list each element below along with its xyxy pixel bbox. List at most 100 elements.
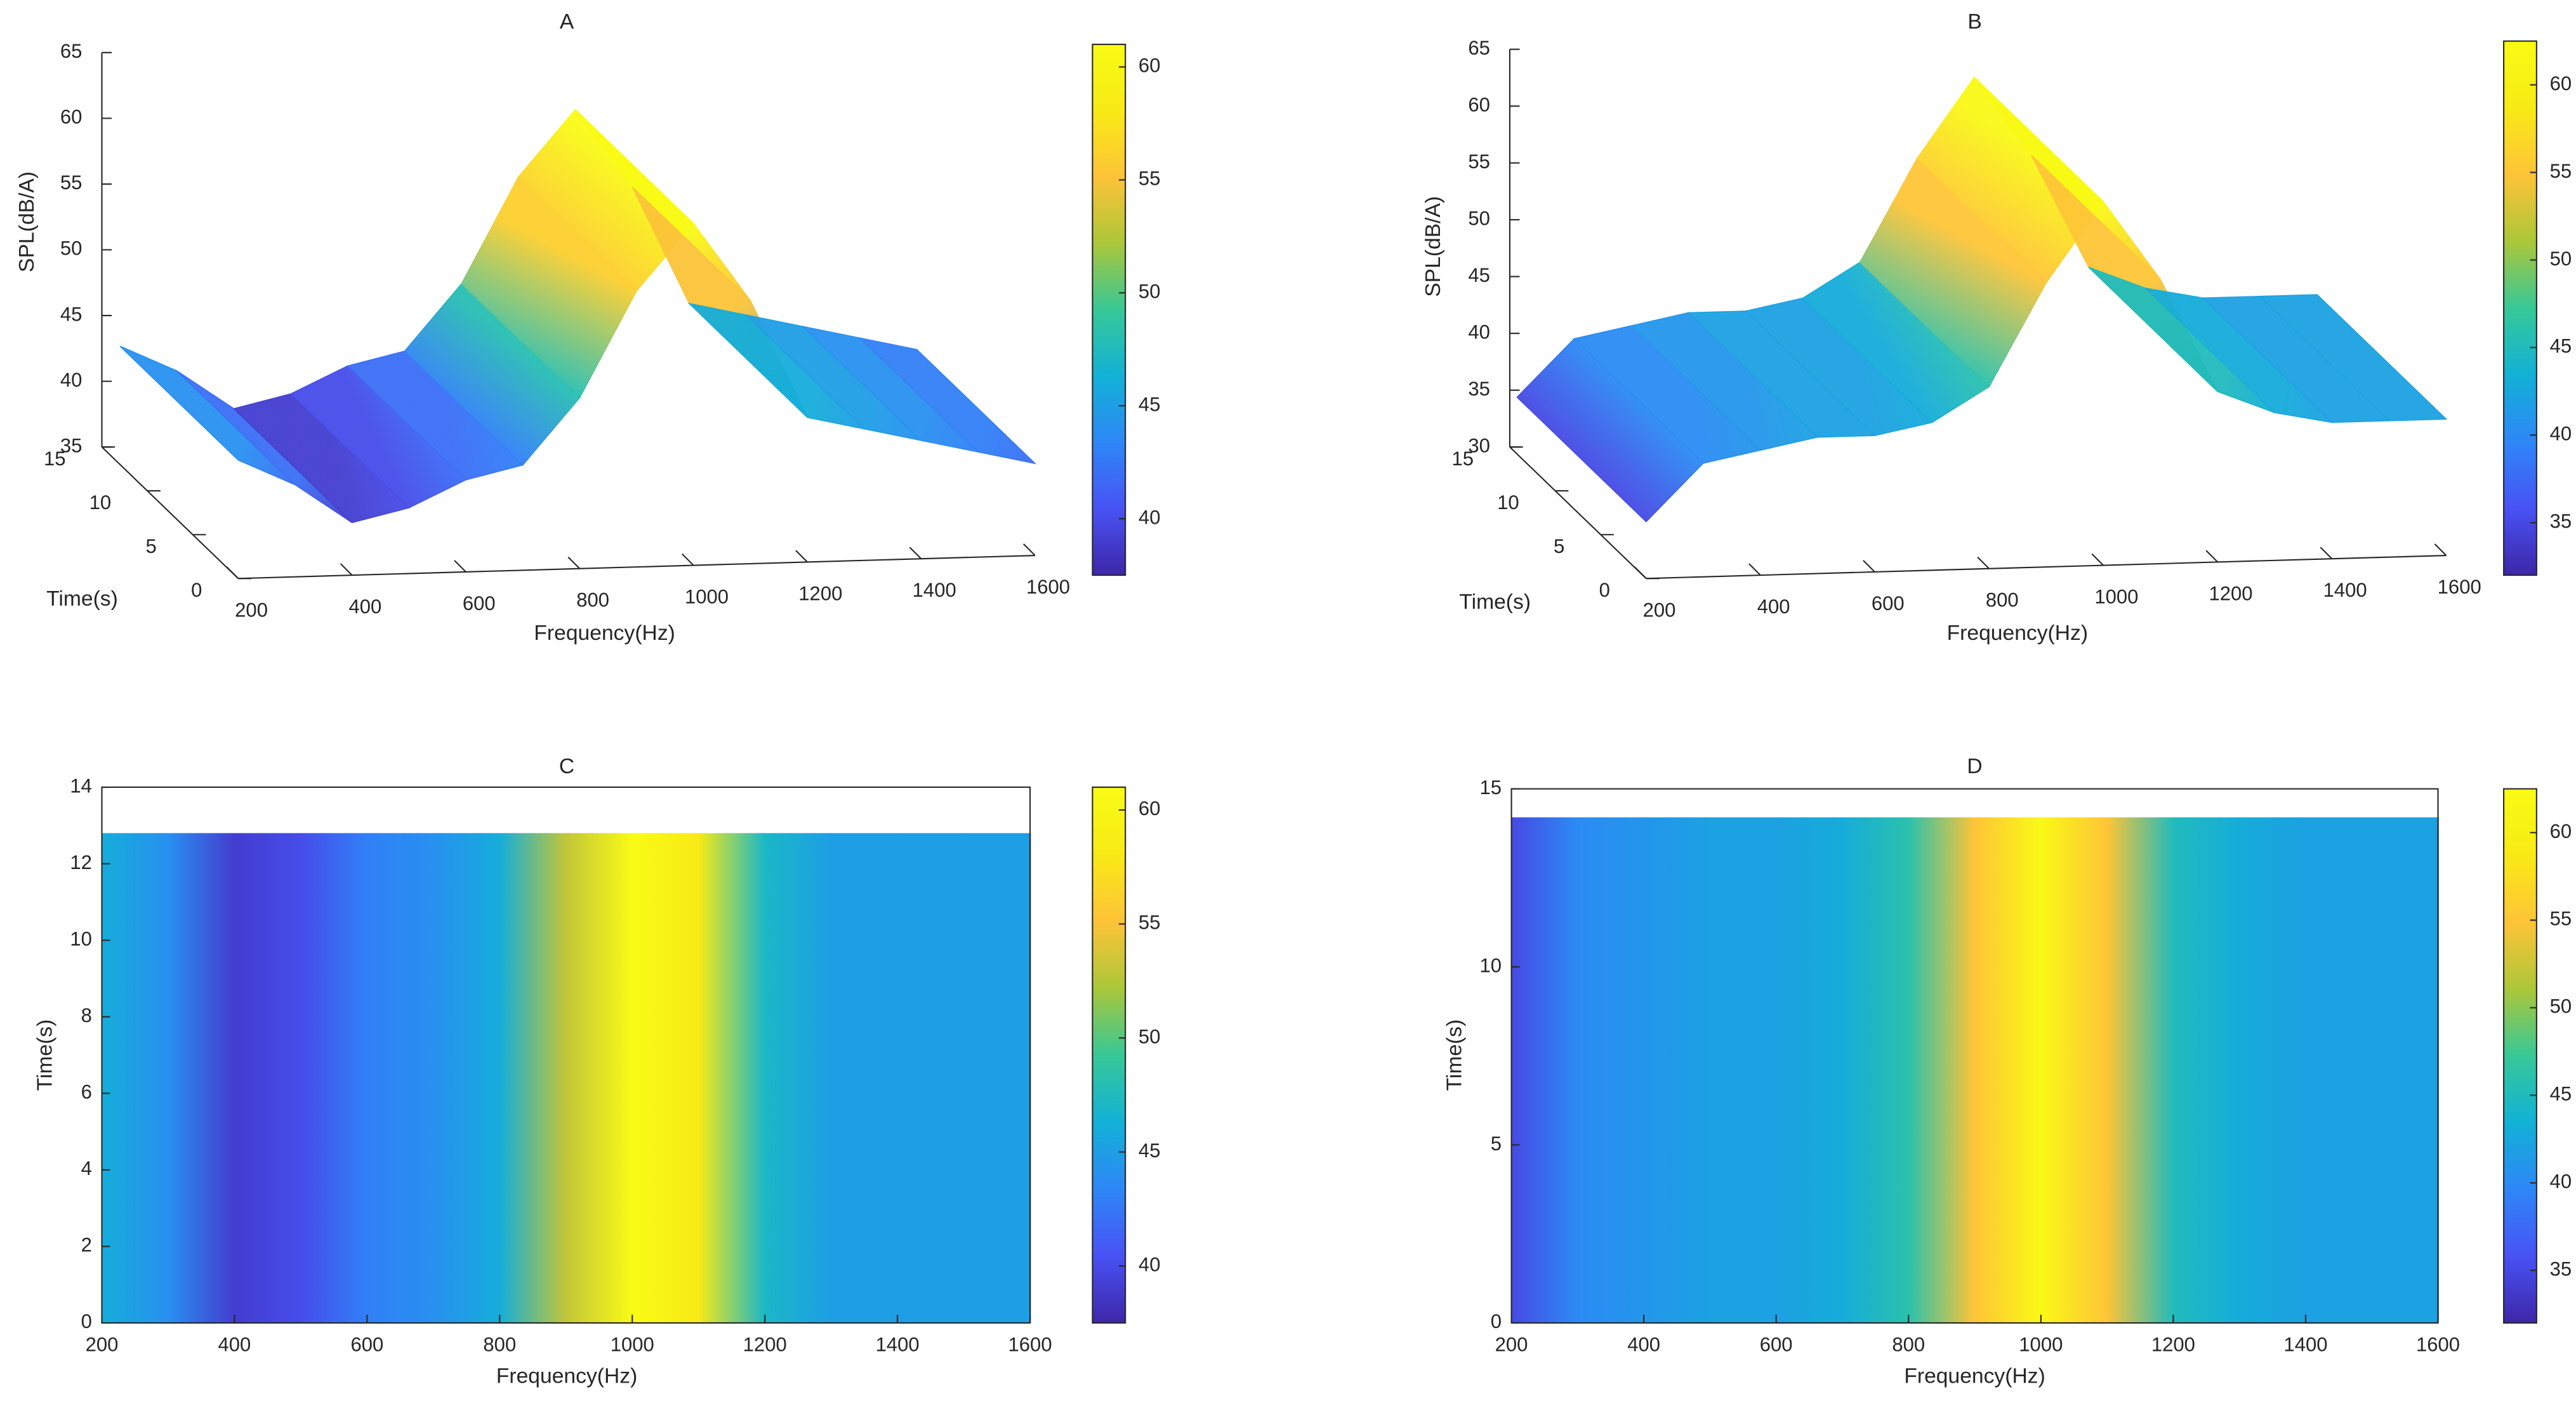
x-tick [1634,566,1647,580]
x-tick-label: 1400 [876,1333,920,1355]
x-tick [681,553,694,566]
x-tick-label: 1200 [2209,582,2252,604]
heatmap-cell [1842,817,1910,1324]
heatmap-cell [2173,817,2240,1324]
x-tick-label: 800 [1986,589,2019,611]
heatmap-cell [831,833,899,1324]
colorbar-tick-label: 50 [2550,995,2572,1018]
heatmap-cell [2239,817,2307,1324]
panel-title: C [559,755,574,778]
x-tick-label: 1200 [798,582,842,604]
x-tick-label: 800 [576,589,609,611]
plot-frame [1510,788,2439,1324]
colorbar-tick-label: 50 [1139,1025,1161,1047]
x-tick-label: 200 [1643,599,1676,621]
x-tick-label: 400 [1627,1333,1660,1355]
x-tick-label: 200 [86,1333,119,1355]
x-tick [226,566,239,580]
heatmap-cell [102,833,169,1324]
x-axis [238,554,1035,580]
colorbar-tick-label: 55 [2550,160,2572,182]
x-tick-label: 400 [349,595,382,618]
y-axis-label: Time(s) [1443,1019,1466,1091]
z-axis-label: SPL(dB/A) [15,171,39,272]
x-tick-label: 1600 [1008,1333,1052,1355]
z-tick-label: 40 [60,369,83,391]
colorbar-tick-label: 50 [2550,248,2572,270]
heatmap-cell [632,833,700,1324]
heatmap-cell [433,833,501,1324]
x-tick [1748,563,1761,576]
heatmap-cell [2372,817,2439,1324]
y-tick-label: 5 [1554,535,1564,557]
z-tick-label: 60 [1468,93,1490,116]
z-tick-label: 45 [1468,264,1490,286]
z-tick-label: 35 [1468,378,1490,400]
heatmap-cell [1511,817,1579,1324]
colorbar-tick-label: 45 [2550,335,2572,357]
surface-patch [2259,294,2448,422]
x-tick [795,550,808,563]
y-tick-label: 15 [44,448,66,470]
colorbar-tick-label: 60 [2550,72,2572,95]
x-tick-label: 600 [350,1333,383,1355]
x-tick-label: 1400 [913,579,956,601]
colorbar-tick-label: 40 [1139,506,1161,528]
heatmap-cell [234,833,302,1324]
x-tick [2205,550,2219,563]
x-tick-label: 1000 [611,1333,654,1355]
y-tick-label: 4 [81,1157,92,1179]
x-tick-label: 1200 [2151,1333,2195,1355]
heatmap-cell [2040,817,2108,1324]
z-tick-label: 35 [60,434,83,456]
heatmap-cell [300,833,368,1324]
y-tick-label: 10 [1497,491,1519,514]
x-tick [1863,560,1875,573]
z-tick-label: 40 [1468,321,1490,343]
z-tick-label: 50 [60,237,83,260]
colorbar [1092,43,1126,576]
x-tick-label: 400 [1757,595,1790,618]
heatmap-cell [168,833,235,1324]
y-tick-label: 2 [81,1234,92,1256]
y-tick-label: 15 [1479,776,1502,799]
y-tick-label: 6 [81,1081,92,1103]
z-tick-label: 45 [60,303,83,325]
x-tick-label: 1000 [685,586,729,608]
x-tick [1022,543,1036,556]
x-tick-label: 1600 [2438,576,2481,598]
y-axis-label: Time(s) [1459,590,1531,614]
heatmap-cell [2305,817,2373,1324]
colorbar [2503,788,2537,1324]
x-axis-label: Frequency(Hz) [496,1364,637,1388]
colorbar [1092,787,1126,1324]
x-tick-label: 1600 [2416,1333,2460,1355]
x-tick [340,563,353,576]
panel-title: B [1967,10,1981,34]
x-tick-label: 600 [463,592,496,614]
y-tick-label: 0 [191,579,202,601]
heatmap-cell [367,833,435,1324]
x-tick-label: 800 [1892,1333,1925,1355]
x-axis [1646,554,2447,580]
colorbar-tick-label: 50 [1139,281,1161,303]
x-tick [2091,553,2104,566]
colorbar-tick-label: 35 [2550,1258,2572,1280]
plot-frame [101,787,1031,1324]
x-tick-label: 1200 [743,1333,787,1355]
surface-patch [858,337,1037,465]
heatmap-cell [1908,817,1976,1324]
y-axis [1509,446,1647,580]
colorbar-tick-label: 40 [1139,1253,1161,1275]
panel-title: A [560,10,574,34]
x-tick-label: 400 [218,1333,251,1355]
y-tick-label: 10 [1479,954,1502,976]
heatmap-cell [1974,817,2042,1324]
x-tick-label: 600 [1760,1333,1793,1355]
x-tick [454,560,466,573]
colorbar-tick-label: 40 [2550,1171,2572,1193]
z-tick-label: 55 [60,171,83,194]
y-tick-label: 10 [70,927,92,950]
y-tick-label: 0 [1599,579,1610,601]
